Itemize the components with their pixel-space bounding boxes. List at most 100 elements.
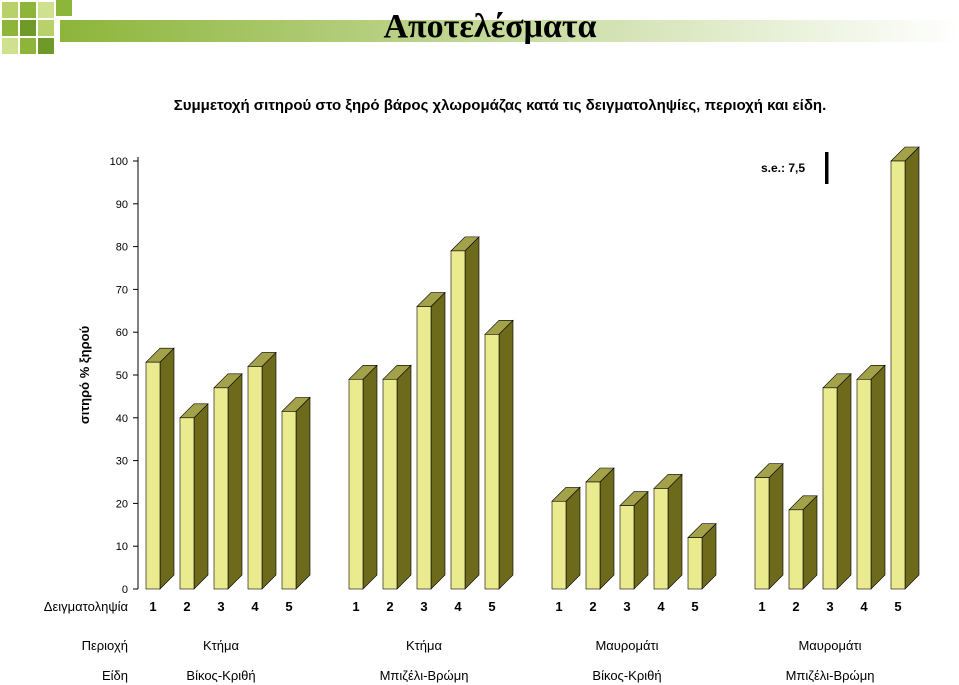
sampling-label: 3 <box>420 599 427 614</box>
species-label: Βίκος-Κριθή <box>186 668 255 683</box>
bar-front <box>822 387 838 590</box>
bar-front <box>281 411 297 590</box>
bar <box>213 373 243 590</box>
row-label-species: Είδη <box>102 668 128 683</box>
deco-square <box>38 38 54 54</box>
area-label: Μαυρομάτι <box>595 638 658 653</box>
sampling-label: 5 <box>691 599 698 614</box>
bar-side <box>159 347 175 590</box>
deco-square <box>38 20 54 36</box>
sampling-label: 5 <box>488 599 495 614</box>
bar-front <box>653 488 669 590</box>
deco-square <box>38 2 54 18</box>
bar-front <box>382 378 398 590</box>
y-tick-label: 60 <box>116 327 128 339</box>
deco-square <box>2 38 18 54</box>
bar-front <box>145 361 161 590</box>
bar <box>247 351 277 590</box>
bar-side <box>599 467 615 590</box>
y-tick-label: 50 <box>116 370 128 382</box>
sampling-label: 4 <box>454 599 462 614</box>
bar-front <box>890 160 906 590</box>
bar <box>179 403 209 590</box>
bar-side <box>396 364 412 590</box>
bar-front <box>450 250 466 590</box>
bar-side <box>802 495 818 590</box>
deco-square <box>20 20 36 36</box>
bar-side <box>667 473 683 590</box>
bar <box>619 490 649 590</box>
sampling-label: 2 <box>589 599 596 614</box>
slide-title: Αποτελέσματα <box>383 8 597 45</box>
bar <box>788 495 818 590</box>
gradient-strip <box>60 20 959 42</box>
bar <box>416 291 446 590</box>
sampling-label: 1 <box>758 599 765 614</box>
bar <box>585 467 615 590</box>
bar <box>348 364 378 590</box>
deco-square <box>2 20 18 36</box>
bar <box>281 396 311 590</box>
bar-side <box>261 351 277 590</box>
y-tick-label: 40 <box>116 413 128 425</box>
bar <box>856 364 886 590</box>
bar <box>145 347 175 590</box>
y-tick-label: 0 <box>122 584 128 596</box>
bar-front <box>619 505 635 590</box>
bar-side <box>633 490 649 590</box>
bar <box>822 373 852 590</box>
bar <box>890 146 920 590</box>
species-label: Μπιζέλι-Βρώμη <box>380 668 469 683</box>
species-label: Βίκος-Κριθή <box>592 668 661 683</box>
y-tick-label: 70 <box>116 284 128 296</box>
row-label-sampling: Δειγματοληψία <box>44 599 129 614</box>
sampling-label: 2 <box>386 599 393 614</box>
bar-front <box>687 537 703 590</box>
chart-title: Συμμετοχή σιτηρού στο ξηρό βάρος χλωρομά… <box>173 97 827 114</box>
bar-front <box>484 334 500 590</box>
deco-square <box>56 0 72 16</box>
sampling-label: 2 <box>183 599 190 614</box>
area-label: Κτήμα <box>406 638 443 653</box>
sampling-label: 3 <box>217 599 224 614</box>
bar-side <box>565 486 581 590</box>
se-bar <box>825 152 829 184</box>
sampling-label: 1 <box>149 599 156 614</box>
se-annotation: s.e.: 7,5 <box>761 161 805 175</box>
deco-square <box>20 2 36 18</box>
sampling-label: 5 <box>285 599 292 614</box>
bar-side <box>295 396 311 590</box>
y-tick-label: 80 <box>116 242 128 254</box>
bar-side <box>498 319 514 590</box>
bar-front <box>348 378 364 590</box>
y-tick-label: 100 <box>110 156 128 168</box>
y-tick-label: 10 <box>116 541 128 553</box>
bar-front <box>179 417 195 590</box>
bar <box>653 473 683 590</box>
bar-side <box>904 146 920 590</box>
deco-square <box>20 38 36 54</box>
sampling-label: 1 <box>555 599 562 614</box>
y-tick-label: 20 <box>116 498 128 510</box>
bar-side <box>464 236 480 590</box>
bar-front <box>585 481 601 590</box>
bar-side <box>227 373 243 590</box>
bar-front <box>213 387 229 590</box>
bar <box>754 462 784 590</box>
row-label-area: Περιοχή <box>82 638 128 653</box>
sampling-label: 5 <box>894 599 901 614</box>
bar-side <box>870 364 886 590</box>
bar-side <box>362 364 378 590</box>
bar-side <box>430 291 446 590</box>
bar <box>687 522 717 590</box>
bar-front <box>247 366 263 590</box>
sampling-label: 1 <box>352 599 359 614</box>
sampling-label: 4 <box>657 599 665 614</box>
deco-square <box>2 2 18 18</box>
sampling-label: 4 <box>860 599 868 614</box>
bar-side <box>836 373 852 590</box>
sampling-label: 4 <box>251 599 259 614</box>
bar-front <box>856 378 872 590</box>
y-tick-label: 90 <box>116 199 128 211</box>
